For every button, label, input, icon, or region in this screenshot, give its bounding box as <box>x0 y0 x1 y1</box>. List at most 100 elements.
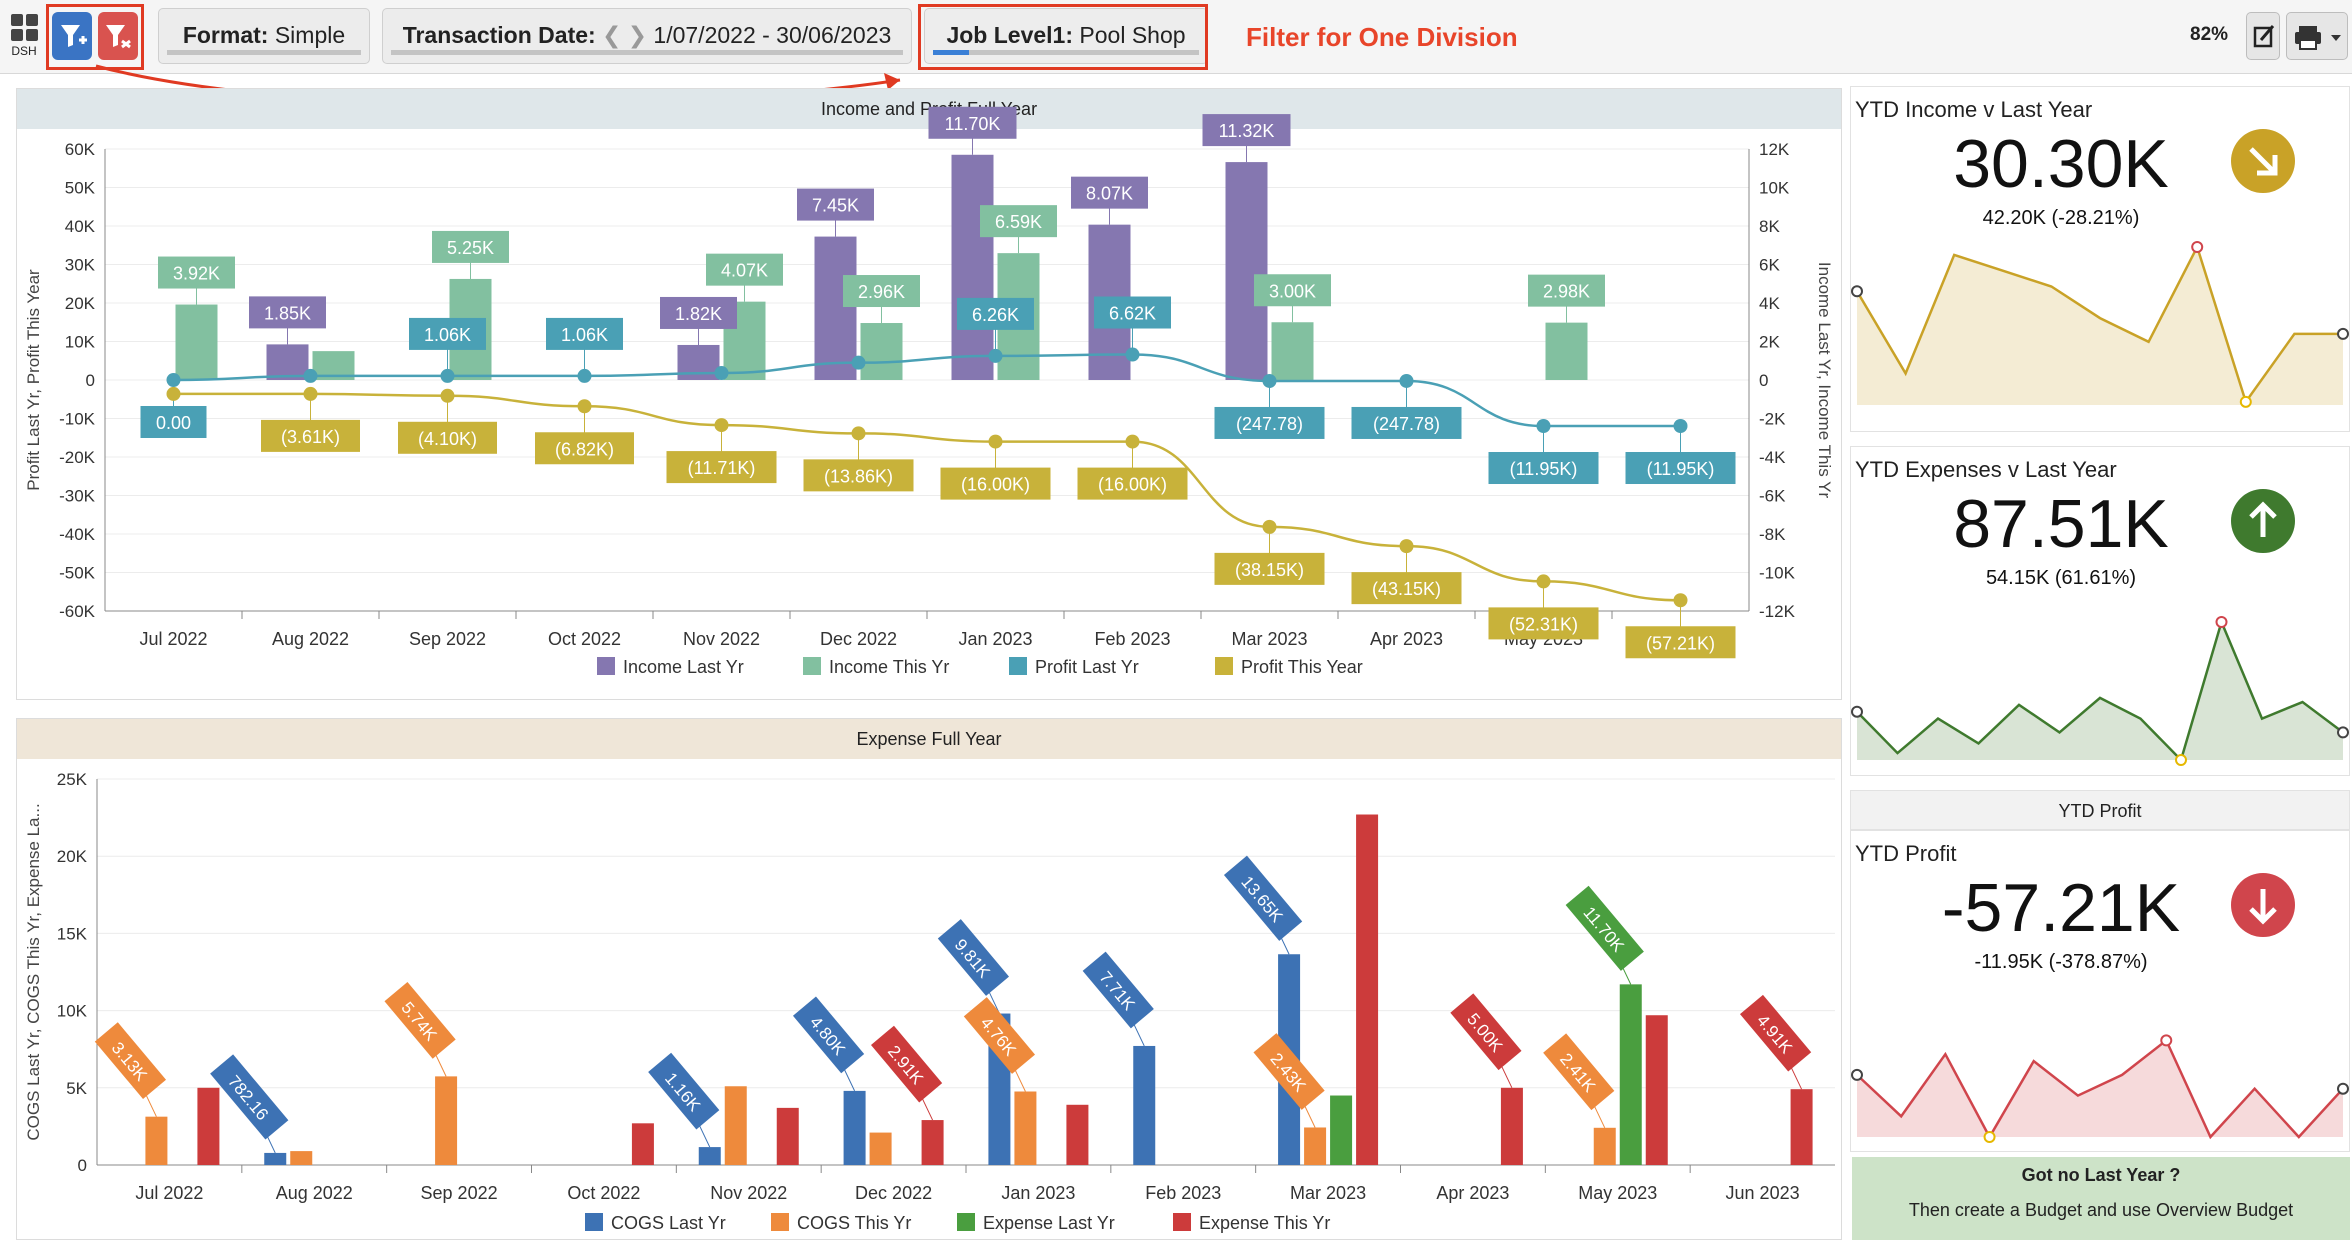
kpi-profit-sub: -11.95K (-378.87%) <box>1974 951 2148 973</box>
point-data-label: (11.95K) <box>1510 459 1578 479</box>
left-tick-label: 60K <box>65 140 96 159</box>
bar-data-label-box <box>928 106 1017 139</box>
right-tick-label: 2K <box>1759 333 1780 352</box>
left-tick-label: -20K <box>59 448 96 467</box>
expense-data-label-group: 1.16K <box>648 1052 720 1130</box>
annotation-text: Filter for One Division <box>1246 22 1518 52</box>
expense-bar <box>1066 1104 1089 1165</box>
format-label: Format: <box>182 22 269 48</box>
point-data-label-box <box>1214 552 1325 585</box>
expense-data-label-group: 2.91K <box>870 1025 943 1103</box>
no-last-year-banner[interactable]: Got no Last Year ? Then create a Budget … <box>1852 1157 2350 1240</box>
right-tick-label: 12K <box>1759 140 1790 159</box>
sparkline-first-point <box>1851 705 1863 718</box>
ytd-profit-header: YTD Profit <box>1850 790 2350 830</box>
y-tick-label: 25K <box>57 770 88 789</box>
legend-item: Income This Yr <box>829 657 949 677</box>
x-tick-label: Feb 2023 <box>1094 629 1170 649</box>
expense-bar <box>1593 1127 1616 1165</box>
sparkline <box>1856 1038 2344 1140</box>
bar-data-label-box <box>1071 176 1148 209</box>
format-chip[interactable]: Format: Simple <box>158 8 370 64</box>
expense-bar <box>631 1123 654 1165</box>
grid-icon <box>6 14 42 41</box>
toolbar: DSH Format: Simple Transaction Date: ❮ ❯… <box>0 0 2352 74</box>
point-data-label: 6.62K <box>1109 304 1156 324</box>
expense-data-label-box <box>1565 885 1644 971</box>
print-button[interactable] <box>2286 12 2348 60</box>
y-tick-label: 5K <box>66 1079 87 1098</box>
x-tick-label: Mar 2023 <box>1231 629 1307 649</box>
x-tick-label: Jan 2023 <box>958 629 1032 649</box>
expense-data-label-box <box>94 1022 167 1100</box>
expense-data-label-box <box>792 996 865 1074</box>
x-tick-label: Jul 2022 <box>139 629 207 649</box>
kpi-expenses[interactable]: YTD Expenses v Last Year 87.51K 54.15K (… <box>1850 446 2350 776</box>
sparkline-max-point <box>2215 616 2228 628</box>
expense-bar <box>1014 1091 1037 1165</box>
right-tick-label: 6K <box>1759 256 1780 275</box>
kpi-expenses-value: 87.51K <box>1953 486 2169 562</box>
legend-swatch <box>1215 657 1233 675</box>
expense-bar <box>1645 1015 1668 1165</box>
x-tick-label: Apr 2023 <box>1436 1183 1509 1203</box>
point-data-label-box <box>666 451 777 484</box>
transaction-date-chip[interactable]: Transaction Date: ❮ ❯ 1/07/2022 - 30/06/… <box>382 8 912 64</box>
point-data-label: 6.26K <box>972 305 1019 325</box>
x-tick-label: May 2023 <box>1578 1183 1657 1203</box>
chevron-right-icon[interactable]: ❯ <box>627 22 648 48</box>
chevron-left-icon[interactable]: ❮ <box>602 22 622 48</box>
legend-item: Expense Last Yr <box>983 1213 1115 1233</box>
bar-data-label-box <box>1202 114 1291 147</box>
expense-data-label-box <box>1223 855 1303 941</box>
left-tick-label: -60K <box>59 602 96 621</box>
x-tick-label: Jul 2022 <box>135 1183 203 1203</box>
left-tick-label: 0 <box>86 371 95 390</box>
left-tick-label: 50K <box>65 179 96 198</box>
expense-bar <box>724 1086 747 1165</box>
point-data-label: 1.06K <box>424 325 471 345</box>
job-level-chip[interactable]: Job Level1: Pool Shop <box>924 8 1208 64</box>
x-tick-label: Feb 2023 <box>1145 1183 1221 1203</box>
x-tick-label: Nov 2022 <box>683 629 760 649</box>
legend-item: COGS This Yr <box>797 1213 911 1233</box>
expense-data-label-group: 2.41K <box>1543 1033 1615 1111</box>
expense-bar <box>1500 1087 1523 1165</box>
clear-filter-button[interactable] <box>98 12 138 60</box>
right-tick-label: 0 <box>1759 371 1768 390</box>
expense-data-label-group: 3.13K <box>94 1022 167 1100</box>
expense-bar <box>869 1132 892 1165</box>
arrow-down-icon <box>2231 873 2295 937</box>
zoom-level[interactable]: 82% <box>2190 24 2229 45</box>
point-data-label: (4.10K) <box>418 429 477 449</box>
legend-item: COGS Last Yr <box>611 1213 726 1233</box>
no-last-year-question: Got no Last Year ? <box>2021 1165 2181 1185</box>
bar-data-label: 3.92K <box>173 264 220 284</box>
y-axis-title: COGS Last Yr, COGS This Yr, Expense La..… <box>24 803 43 1140</box>
sparkline-area <box>1857 622 2343 760</box>
expense-bar <box>921 1120 944 1165</box>
bar-data-label: 5.25K <box>447 238 494 258</box>
kpi-income[interactable]: YTD Income v Last Year 30.30K 42.20K (-2… <box>1850 86 2350 432</box>
filter-clear-icon <box>106 25 131 49</box>
right-tick-label: -8K <box>1759 525 1786 544</box>
x-tick-label: Jun 2023 <box>1726 1183 1800 1203</box>
edit-icon <box>2253 25 2275 48</box>
point-data-label-box <box>535 432 634 465</box>
dashboard-button[interactable]: DSH <box>6 14 42 58</box>
income-bar <box>951 154 994 380</box>
format-bar <box>167 50 361 55</box>
legend-swatch <box>957 1213 975 1231</box>
left-tick-label: -30K <box>59 487 96 506</box>
expense-data-label-group: 4.91K <box>1739 994 1812 1072</box>
edit-button[interactable] <box>2246 12 2280 60</box>
left-tick-label: -50K <box>59 564 96 583</box>
job-value: Pool Shop <box>1079 22 1186 48</box>
add-filter-button[interactable] <box>52 12 92 60</box>
kpi-profit[interactable]: YTD Profit -57.21K -11.95K (-378.87%) <box>1850 830 2350 1152</box>
legend-item: Profit This Year <box>1241 657 1363 677</box>
y-tick-label: 15K <box>57 924 88 943</box>
expense-data-label-box <box>384 982 456 1059</box>
expense-panel: Expense Full Year 25K 20K 15K 10K 5K 0 Jul 202… <box>16 718 1842 1240</box>
bar-data-label-box <box>1254 274 1331 307</box>
